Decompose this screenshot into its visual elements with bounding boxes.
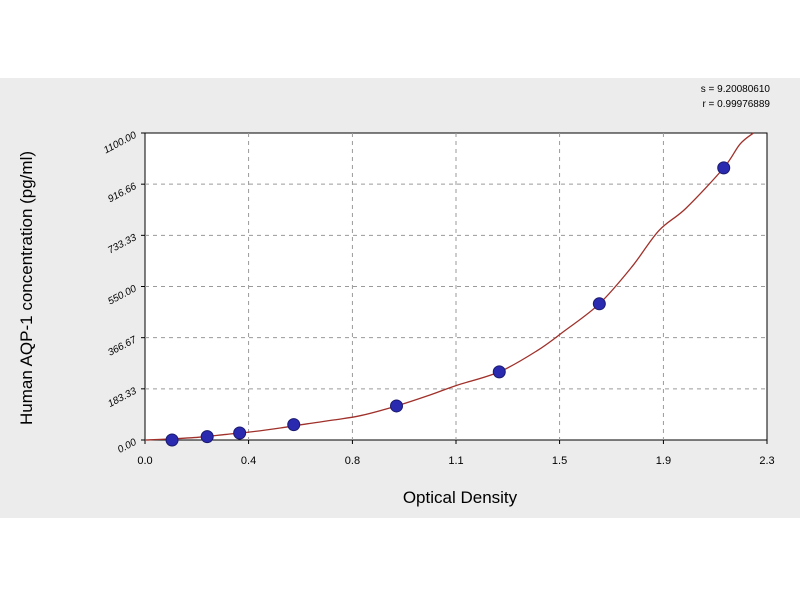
axes	[141, 132, 768, 444]
y-tick-label: 550.00	[106, 283, 139, 307]
x-tick-label: 0.4	[241, 455, 256, 467]
y-axis-title: Human AQP-1 concentration (pg/ml)	[17, 151, 36, 425]
x-tick-label: 2.3	[759, 455, 774, 467]
data-point	[592, 297, 606, 311]
y-tick-label: 366.67	[106, 334, 139, 358]
fit-s-value: s = 9.20080610	[701, 84, 771, 95]
data-point	[390, 399, 404, 413]
x-tick-label: 0.8	[345, 455, 360, 467]
y-tick-label: 733.33	[106, 232, 139, 256]
y-tick-label: 1100.00	[102, 130, 139, 157]
grid-lines	[144, 132, 768, 441]
x-tick-label: 1.9	[656, 455, 671, 467]
data-point	[287, 418, 301, 432]
data-point	[165, 433, 179, 447]
data-points	[165, 161, 731, 447]
x-tick-label: 1.1	[448, 455, 463, 467]
x-tick-label: 0.0	[137, 455, 152, 467]
data-point	[200, 430, 214, 444]
data-point	[492, 365, 506, 379]
data-point	[233, 426, 247, 440]
y-tick-label: 916.66	[106, 181, 139, 205]
data-point	[717, 161, 731, 175]
y-tick-label: 183.33	[106, 386, 139, 410]
x-tick-label: 1.5	[552, 455, 567, 467]
y-tick-label: 0.00	[116, 437, 139, 456]
fit-r-value: r = 0.99976889	[702, 99, 770, 110]
x-axis-title: Optical Density	[403, 488, 518, 507]
